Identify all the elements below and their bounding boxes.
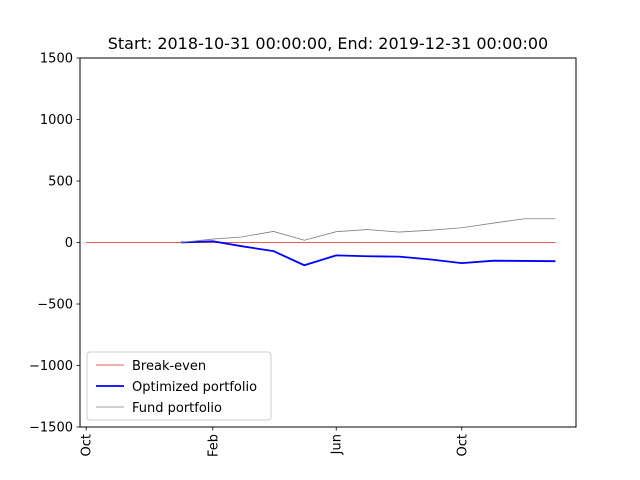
y-tick-label: 500 bbox=[48, 175, 73, 190]
x-tick-label: Jun bbox=[330, 434, 345, 455]
y-tick-label: −1000 bbox=[29, 359, 73, 374]
series-line-fund-portfolio bbox=[180, 218, 556, 243]
legend-box bbox=[86, 351, 272, 421]
y-tick-label: 1000 bbox=[40, 113, 73, 128]
x-tick-label: Oct bbox=[455, 434, 470, 456]
y-axis: −1500 −1000 −500 0 500 1000 1500 bbox=[29, 52, 80, 436]
chart-title: Start: 2018-10-31 00:00:00, End: 2019-12… bbox=[108, 34, 548, 53]
series-layer bbox=[86, 218, 556, 267]
y-tick-label: 0 bbox=[65, 236, 73, 251]
y-tick-label: −500 bbox=[37, 298, 73, 313]
y-tick-label: 1500 bbox=[40, 52, 73, 67]
x-axis: Oct Feb Jun Oct bbox=[80, 427, 470, 457]
x-tick-label: Oct bbox=[80, 434, 95, 456]
legend-label: Break-even bbox=[132, 359, 206, 374]
series-line-optimized-portfolio bbox=[180, 240, 556, 267]
legend-label: Fund portfolio bbox=[132, 401, 222, 416]
y-tick-label: −1500 bbox=[29, 421, 73, 436]
legend: Break-even Optimized portfolio Fund portfo… bbox=[86, 351, 272, 421]
legend-label: Optimized portfolio bbox=[132, 380, 257, 395]
x-tick-label: Feb bbox=[206, 434, 221, 457]
